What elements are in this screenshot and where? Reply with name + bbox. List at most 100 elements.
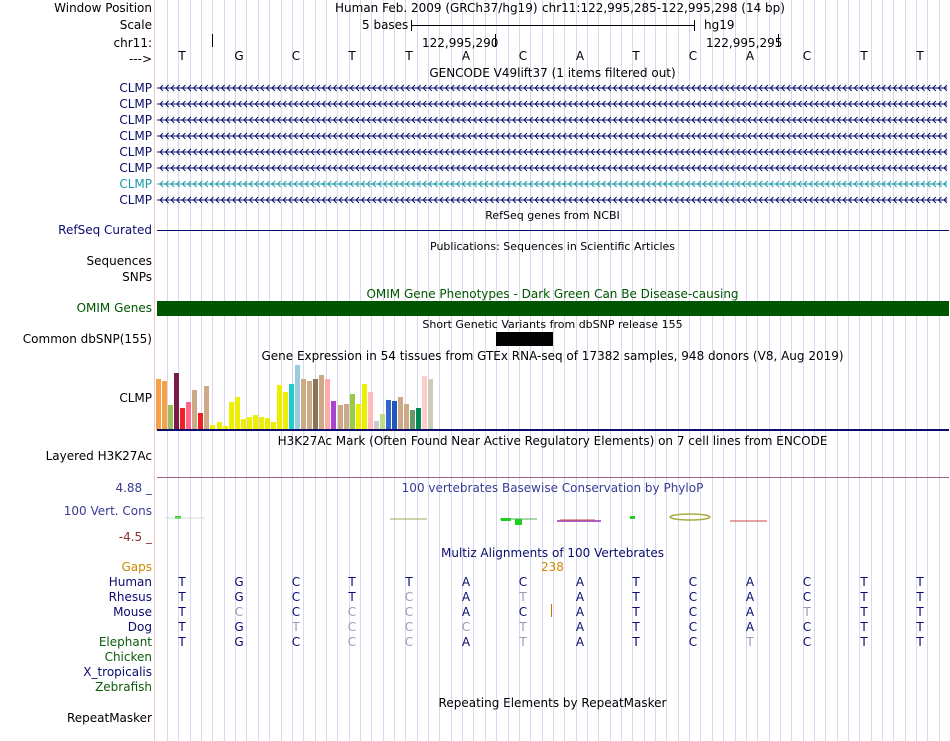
species-label[interactable]: Human <box>108 575 152 589</box>
species-label[interactable]: Rhesus <box>108 590 152 604</box>
gtex-bar[interactable] <box>313 379 318 430</box>
gtex-bar[interactable] <box>325 379 330 430</box>
species-label[interactable]: Chicken <box>104 650 152 664</box>
gtex-bar[interactable] <box>307 381 312 430</box>
gtex-bar[interactable] <box>422 376 427 430</box>
gtex-bar[interactable] <box>156 379 161 430</box>
gtex-title[interactable]: Gene Expression in 54 tissues from GTEx … <box>261 349 844 363</box>
snps-label[interactable]: SNPs <box>122 270 152 284</box>
gene-label[interactable]: CLMP <box>119 97 152 111</box>
gtex-bar[interactable] <box>289 384 294 430</box>
gtex-bar[interactable] <box>344 404 349 430</box>
gtex-bar[interactable] <box>416 408 421 430</box>
phylop-label[interactable]: 100 Vert. Cons <box>63 504 152 518</box>
gene-model[interactable] <box>157 130 947 142</box>
gaps-label[interactable]: Gaps <box>121 560 152 574</box>
gtex-bar[interactable] <box>374 421 379 430</box>
grid-line <box>712 0 713 741</box>
alignment-base: C <box>404 590 414 604</box>
refseq-label[interactable]: RefSeq Curated <box>58 223 152 237</box>
gtex-bar[interactable] <box>247 417 252 430</box>
gtex-bar[interactable] <box>301 379 306 430</box>
gene-label[interactable]: CLMP <box>119 113 152 127</box>
gtex-bar[interactable] <box>217 422 222 430</box>
gtex-bar[interactable] <box>198 413 203 430</box>
gtex-bar[interactable] <box>259 417 264 430</box>
phylop-title[interactable]: 100 vertebrates Basewise Conservation by… <box>401 481 704 495</box>
gtex-bar[interactable] <box>331 401 336 430</box>
gene-label[interactable]: CLMP <box>119 81 152 95</box>
gene-label[interactable]: CLMP <box>119 145 152 159</box>
species-label[interactable]: X_tropicalis <box>83 665 152 679</box>
species-label[interactable]: Mouse <box>113 605 152 619</box>
gtex-bar[interactable] <box>174 373 179 430</box>
omim-label[interactable]: OMIM Genes <box>76 301 152 315</box>
gtex-bar[interactable] <box>223 426 228 430</box>
sequences-label[interactable]: Sequences <box>86 254 152 268</box>
refseq-title[interactable]: RefSeq genes from NCBI <box>485 209 620 222</box>
gtex-bar[interactable] <box>404 404 409 430</box>
gtex-bar[interactable] <box>350 394 355 430</box>
gtex-bar[interactable] <box>386 400 391 430</box>
gene-model[interactable] <box>157 162 947 174</box>
gene-label[interactable]: CLMP <box>119 161 152 175</box>
species-label[interactable]: Dog <box>127 620 152 634</box>
gtex-bar[interactable] <box>319 375 324 430</box>
species-label[interactable]: Elephant <box>98 635 152 649</box>
species-label[interactable]: Zebrafish <box>95 680 152 694</box>
gtex-bar[interactable] <box>362 384 367 430</box>
gtex-bar[interactable] <box>277 385 282 430</box>
gtex-bar[interactable] <box>410 410 415 430</box>
omim-feature[interactable] <box>157 301 949 316</box>
gtex-bar[interactable] <box>392 401 397 430</box>
publications-title[interactable]: Publications: Sequences in Scientific Ar… <box>430 240 675 253</box>
omim-title[interactable]: OMIM Gene Phenotypes - Dark Green Can Be… <box>366 287 739 301</box>
gene-model[interactable] <box>157 146 947 158</box>
multiz-title[interactable]: Multiz Alignments of 100 Vertebrates <box>440 546 665 560</box>
gtex-bar[interactable] <box>162 381 167 430</box>
alignment-base: T <box>292 620 300 634</box>
gtex-bar[interactable] <box>295 365 300 430</box>
gtex-bar[interactable] <box>186 402 191 430</box>
gtex-bar[interactable] <box>265 418 270 430</box>
gene-model[interactable] <box>157 98 947 110</box>
gtex-bar[interactable] <box>380 414 385 430</box>
h3k27ac-title[interactable]: H3K27Ac Mark (Often Found Near Active Re… <box>277 434 828 448</box>
gtex-label[interactable]: CLMP <box>119 391 152 405</box>
gene-model[interactable] <box>157 178 947 190</box>
gtex-chart[interactable] <box>155 363 950 430</box>
repeatmasker-title[interactable]: Repeating Elements by RepeatMasker <box>438 696 667 710</box>
gtex-bar[interactable] <box>204 386 209 430</box>
gtex-bar[interactable] <box>428 379 433 430</box>
refseq-line[interactable] <box>157 230 949 231</box>
gtex-bar[interactable] <box>210 425 215 430</box>
gene-label[interactable]: CLMP <box>119 177 152 191</box>
repeatmasker-label[interactable]: RepeatMasker <box>66 711 152 725</box>
gene-model[interactable] <box>157 82 947 94</box>
gene-label[interactable]: CLMP <box>119 129 152 143</box>
gtex-bar[interactable] <box>192 390 197 430</box>
grid-line <box>666 0 667 741</box>
gtex-bar[interactable] <box>398 397 403 430</box>
gtex-bar[interactable] <box>241 419 246 430</box>
gtex-bar[interactable] <box>338 405 343 430</box>
dbsnp-title[interactable]: Short Genetic Variants from dbSNP releas… <box>422 318 683 331</box>
h3k27ac-label[interactable]: Layered H3K27Ac <box>45 449 152 463</box>
alignment-base: A <box>745 590 755 604</box>
gtex-bar[interactable] <box>180 408 185 430</box>
gtex-bar[interactable] <box>283 392 288 430</box>
gtex-bar[interactable] <box>253 415 258 430</box>
gene-label[interactable]: CLMP <box>119 193 152 207</box>
phylop-plot[interactable] <box>155 505 950 535</box>
gtex-bar[interactable] <box>271 422 276 430</box>
gtex-bar[interactable] <box>229 402 234 430</box>
gene-model[interactable] <box>157 194 947 206</box>
gtex-bar[interactable] <box>235 397 240 430</box>
gencode-title[interactable]: GENCODE V49lift37 (1 items filtered out) <box>429 66 676 80</box>
gtex-bar[interactable] <box>368 392 373 430</box>
gtex-bar[interactable] <box>168 405 173 430</box>
gene-model[interactable] <box>157 114 947 126</box>
dbsnp-label[interactable]: Common dbSNP(155) <box>22 332 152 346</box>
gtex-bar[interactable] <box>356 404 361 430</box>
dbsnp-variant[interactable] <box>496 332 553 346</box>
